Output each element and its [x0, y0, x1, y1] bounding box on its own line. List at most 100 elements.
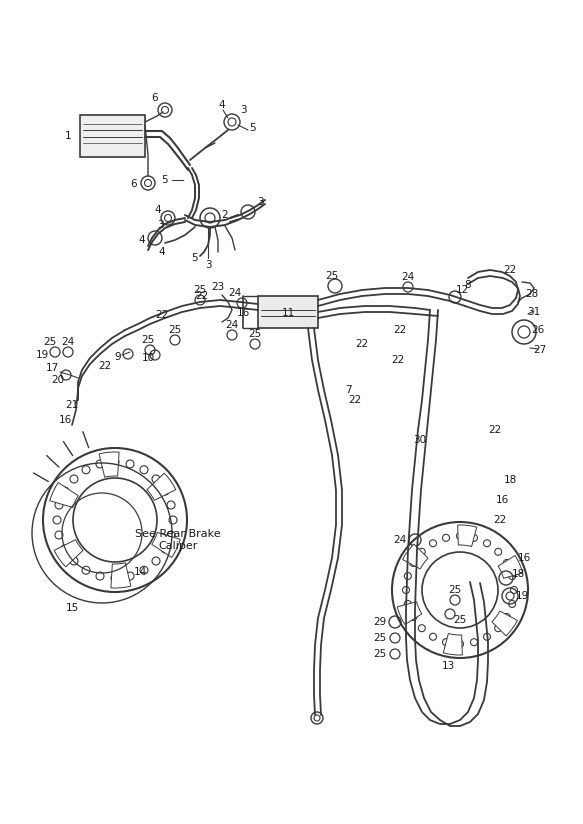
Text: 5: 5 [161, 175, 168, 185]
Circle shape [96, 460, 104, 468]
Circle shape [55, 501, 63, 509]
Wedge shape [147, 473, 176, 500]
Text: 22: 22 [356, 339, 368, 349]
Text: 25: 25 [43, 337, 57, 347]
FancyBboxPatch shape [80, 115, 145, 157]
Wedge shape [111, 563, 131, 588]
Text: See Rear Brake
Caliper: See Rear Brake Caliper [135, 529, 221, 550]
Circle shape [470, 534, 477, 541]
Text: 24: 24 [61, 337, 75, 347]
Circle shape [430, 540, 437, 547]
Text: 9: 9 [115, 352, 121, 362]
Circle shape [430, 634, 437, 640]
Text: 19: 19 [36, 350, 48, 360]
Text: 18: 18 [503, 475, 517, 485]
Circle shape [456, 532, 463, 540]
Text: 27: 27 [533, 345, 547, 355]
Circle shape [508, 601, 515, 607]
Text: 4: 4 [159, 247, 166, 257]
Circle shape [161, 545, 169, 553]
Text: 18: 18 [511, 569, 525, 579]
Text: 23: 23 [212, 282, 224, 292]
Wedge shape [492, 611, 518, 636]
Text: 16: 16 [236, 308, 250, 318]
Text: 16: 16 [58, 415, 72, 425]
Circle shape [410, 559, 417, 567]
Text: 4: 4 [154, 205, 161, 215]
Text: 25: 25 [373, 649, 387, 659]
Circle shape [405, 573, 412, 579]
Wedge shape [443, 634, 462, 655]
Text: 25: 25 [194, 285, 206, 295]
Circle shape [152, 557, 160, 565]
Wedge shape [152, 532, 180, 558]
Circle shape [456, 640, 463, 648]
Circle shape [405, 601, 412, 607]
Text: 5: 5 [249, 123, 255, 133]
Text: 24: 24 [226, 320, 238, 330]
Text: 10: 10 [142, 353, 154, 363]
Circle shape [140, 566, 148, 574]
Text: 20: 20 [51, 375, 65, 385]
Circle shape [503, 559, 510, 567]
Circle shape [126, 572, 134, 580]
Text: 24: 24 [394, 535, 406, 545]
Circle shape [419, 625, 426, 632]
Text: 6: 6 [131, 179, 138, 189]
Text: 25: 25 [141, 335, 154, 345]
Text: 8: 8 [465, 280, 471, 290]
Circle shape [111, 574, 119, 582]
Text: 25: 25 [448, 585, 462, 595]
Text: 28: 28 [525, 289, 539, 299]
Wedge shape [54, 540, 83, 567]
Text: 29: 29 [373, 617, 387, 627]
Text: 3: 3 [257, 197, 264, 207]
Text: 25: 25 [325, 271, 339, 281]
Circle shape [495, 625, 502, 632]
Circle shape [111, 458, 119, 466]
Text: 3: 3 [157, 220, 163, 230]
Text: 3: 3 [240, 105, 246, 115]
Circle shape [470, 639, 477, 646]
Text: 25: 25 [454, 615, 466, 625]
Text: 3: 3 [205, 260, 211, 270]
Circle shape [82, 566, 90, 574]
Text: 15: 15 [65, 603, 79, 613]
Text: 19: 19 [515, 591, 529, 601]
Text: 22: 22 [489, 425, 501, 435]
Text: 12: 12 [455, 285, 469, 295]
Circle shape [55, 531, 63, 539]
Text: 22: 22 [503, 265, 517, 275]
Circle shape [82, 466, 90, 474]
Text: 11: 11 [282, 308, 294, 318]
Circle shape [442, 639, 449, 646]
Circle shape [410, 614, 417, 620]
Text: 6: 6 [152, 93, 159, 103]
Text: 16: 16 [496, 495, 508, 505]
Text: 14: 14 [134, 567, 147, 577]
Circle shape [169, 516, 177, 524]
Circle shape [140, 466, 148, 474]
Circle shape [167, 531, 175, 539]
Circle shape [483, 540, 490, 547]
Circle shape [495, 548, 502, 555]
Circle shape [96, 572, 104, 580]
Text: 21: 21 [65, 400, 79, 410]
Text: 13: 13 [441, 661, 455, 671]
Text: 22: 22 [391, 355, 405, 365]
Wedge shape [403, 544, 428, 569]
Circle shape [161, 487, 169, 495]
Text: 30: 30 [413, 435, 427, 445]
Circle shape [508, 573, 515, 579]
Wedge shape [458, 525, 477, 546]
Wedge shape [498, 555, 523, 578]
Text: 22: 22 [394, 325, 406, 335]
Text: 22: 22 [349, 395, 361, 405]
Text: 26: 26 [531, 325, 545, 335]
Circle shape [402, 587, 409, 593]
Circle shape [53, 516, 61, 524]
Text: 7: 7 [345, 385, 352, 395]
Text: 5: 5 [192, 253, 198, 263]
Text: 25: 25 [373, 633, 387, 643]
Circle shape [61, 545, 69, 553]
